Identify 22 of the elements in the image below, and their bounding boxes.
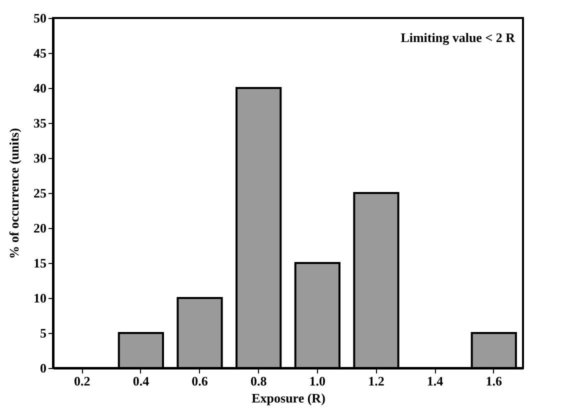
x-tick-label: 0.2 (74, 374, 90, 388)
y-tick-label: 15 (34, 256, 47, 270)
y-tick-label: 35 (34, 116, 47, 130)
y-tick-label: 20 (34, 220, 46, 236)
y-tick-label: 40 (34, 80, 46, 96)
x-tick-label: 0.6 (192, 374, 208, 388)
y-tick-label: 5 (40, 326, 47, 340)
y-tick-label: 25 (34, 186, 47, 200)
x-axis-title: Exposure (R) (252, 390, 326, 406)
y-tick-label: 10 (34, 290, 46, 306)
y-tick-label: 30 (34, 150, 46, 166)
x-tick-label: 1.2 (368, 374, 384, 388)
x-tick-label: 1.6 (486, 374, 503, 388)
x-tick-label: 1.0 (309, 374, 326, 388)
y-axis-title: % of occurrence (units) (6, 128, 22, 259)
x-tick-label: 0.8 (250, 374, 268, 388)
y-tick-label: 0 (40, 360, 46, 376)
y-tick-label: 50 (34, 10, 46, 26)
annotation: Limiting value < 2 R (400, 30, 516, 45)
y-tick-label: 45 (34, 46, 47, 60)
x-tick-label: 1.4 (426, 374, 444, 388)
x-tick-label: 0.4 (132, 374, 150, 388)
